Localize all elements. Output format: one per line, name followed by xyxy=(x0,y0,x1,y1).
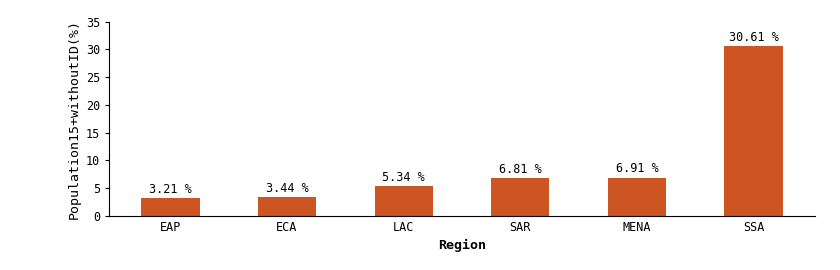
Y-axis label: Population15+withoutID(%): Population15+withoutID(%) xyxy=(67,19,81,219)
Bar xyxy=(141,198,200,216)
Text: 6.91 %: 6.91 % xyxy=(616,162,659,176)
Text: 6.81 %: 6.81 % xyxy=(499,163,542,176)
Bar xyxy=(724,46,783,216)
Bar xyxy=(258,197,316,216)
X-axis label: Region: Region xyxy=(438,239,486,252)
Bar xyxy=(375,186,433,216)
Text: 3.21 %: 3.21 % xyxy=(149,183,192,196)
Text: 5.34 %: 5.34 % xyxy=(382,171,425,184)
Bar xyxy=(491,178,549,216)
Text: 3.44 %: 3.44 % xyxy=(265,182,308,195)
Bar xyxy=(608,178,666,216)
Text: 30.61 %: 30.61 % xyxy=(728,31,779,44)
